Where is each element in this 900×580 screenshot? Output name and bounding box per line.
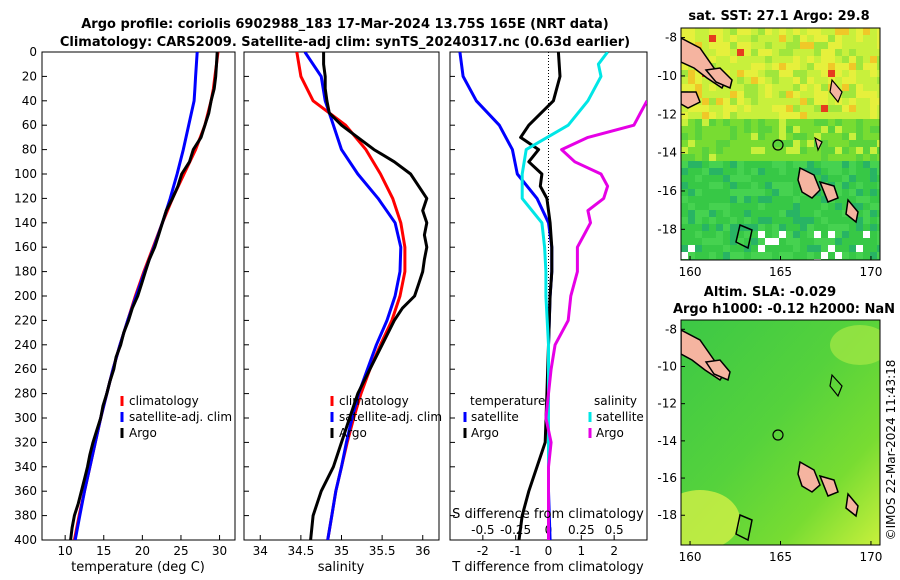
- argo-location-marker: [772, 139, 784, 151]
- y-tick-label: 20: [22, 69, 37, 83]
- x-tick-label: 34.5: [288, 544, 315, 558]
- map-x-tick-label: 160: [679, 550, 702, 564]
- series-climatology: [72, 52, 220, 540]
- temperature-legend: climatology satellite-adj. clim Argo: [120, 394, 232, 440]
- argo-location-marker: [772, 429, 784, 441]
- map-y-tick-label: -12: [657, 397, 677, 411]
- map-x-tick-label: 160: [679, 265, 702, 279]
- y-tick-label: 0: [29, 45, 37, 59]
- legend-argo: Argo: [339, 426, 367, 440]
- x-tick-label: 35: [334, 544, 349, 558]
- credit-text: ©IMOS 22-Mar-2024 11:43:18: [884, 360, 898, 541]
- legend-s-satellite: satellite: [596, 410, 644, 424]
- coastline: [681, 37, 859, 250]
- series-climatology: [295, 52, 407, 540]
- difference-legend: temperature satellite Argo salinity sate…: [463, 394, 644, 440]
- x-tick-label: 25: [173, 544, 188, 558]
- s-tick-label: -0.25: [500, 523, 531, 537]
- legend-argo: Argo: [129, 426, 157, 440]
- sst-map-title: sat. SST: 27.1 Argo: 29.8: [688, 9, 869, 24]
- y-tick-label: 60: [22, 118, 37, 132]
- y-tick-label: 140: [14, 216, 37, 230]
- series-satellite-adj-clim: [303, 52, 403, 540]
- difference-xlabel: T difference from climatology: [451, 560, 644, 575]
- s-tick-label: -0.5: [471, 523, 494, 537]
- coastline: [681, 329, 859, 542]
- x-tick-label: 30: [212, 544, 227, 558]
- series-argo: [69, 52, 219, 540]
- y-tick-label: 300: [14, 411, 37, 425]
- legend-s-argo: Argo: [596, 426, 624, 440]
- y-tick-label: 400: [14, 533, 37, 547]
- x-tick-label: 35.5: [369, 544, 396, 558]
- x-tick-label: 15: [96, 544, 111, 558]
- x-tick-label: -2: [477, 544, 489, 558]
- map-y-tick-label: -8: [665, 31, 677, 45]
- s-tick-label: 0.5: [605, 523, 624, 537]
- y-tick-label: 240: [14, 338, 37, 352]
- legend-satellite: satellite-adj. clim: [339, 410, 442, 424]
- x-tick-label: 0: [545, 544, 553, 558]
- x-tick-label: 1: [578, 544, 586, 558]
- y-tick-label: 360: [14, 484, 37, 498]
- y-tick-label: 260: [14, 362, 37, 376]
- x-tick-label: 10: [58, 544, 73, 558]
- s-tick-label: 0.25: [568, 523, 595, 537]
- x-tick-label: -1: [510, 544, 522, 558]
- y-tick-label: 340: [14, 460, 37, 474]
- y-tick-label: 100: [14, 167, 37, 181]
- legend-satellite: satellite-adj. clim: [129, 410, 232, 424]
- legend-t-satellite: satellite: [471, 410, 519, 424]
- s-difference-label: S difference from climatology: [452, 507, 644, 522]
- map-y-tick-label: -12: [657, 107, 677, 121]
- sst-map: [681, 28, 880, 260]
- x-tick-label: 20: [135, 544, 150, 558]
- y-tick-label: 80: [22, 143, 37, 157]
- map-x-tick-label: 170: [860, 550, 883, 564]
- series-temperature-argo: [517, 52, 562, 540]
- map-y-tick-label: -16: [657, 471, 677, 485]
- series-salinity-argo: [544, 100, 647, 540]
- map-y-tick-label: -18: [657, 222, 677, 236]
- y-tick-label: 220: [14, 313, 37, 327]
- title-line-1: Argo profile: coriolis 6902988_183 17-Ma…: [81, 17, 609, 32]
- map-y-tick-label: -10: [657, 359, 677, 373]
- x-tick-label: 34: [253, 544, 268, 558]
- sla-map-title-1: Altim. SLA: -0.029: [704, 285, 836, 300]
- map-y-tick-label: -14: [657, 146, 677, 160]
- map-y-tick-label: -14: [657, 434, 677, 448]
- map-y-tick-label: -16: [657, 184, 677, 198]
- map-x-tick-label: 165: [769, 550, 792, 564]
- y-tick-label: 280: [14, 387, 37, 401]
- legend-climatology: climatology: [129, 394, 199, 408]
- sla-map: [681, 320, 880, 545]
- x-tick-label: 2: [610, 544, 618, 558]
- legend-t-argo: Argo: [471, 426, 499, 440]
- title-line-2: Climatology: CARS2009. Satellite-adj cli…: [60, 35, 630, 50]
- map-y-tick-label: -18: [657, 508, 677, 522]
- series-argo: [309, 52, 429, 540]
- map-y-tick-label: -10: [657, 69, 677, 83]
- salinity-legend: climatology satellite-adj. clim Argo: [330, 394, 442, 440]
- legend-climatology: climatology: [339, 394, 409, 408]
- y-tick-label: 120: [14, 191, 37, 205]
- y-tick-label: 200: [14, 289, 37, 303]
- series-salinity-satellite: [520, 52, 609, 540]
- legend-salinity-title: salinity: [594, 394, 637, 408]
- sla-map-title-2: Argo h1000: -0.12 h2000: NaN: [673, 302, 895, 317]
- map-x-tick-label: 165: [769, 265, 792, 279]
- y-tick-label: 180: [14, 265, 37, 279]
- y-tick-label: 40: [22, 94, 37, 108]
- y-tick-label: 320: [14, 435, 37, 449]
- temperature-xlabel: temperature (deg C): [71, 560, 205, 575]
- salinity-xlabel: salinity: [318, 560, 365, 575]
- legend-temperature-title: temperature: [470, 394, 545, 408]
- y-tick-label: 160: [14, 240, 37, 254]
- map-x-tick-label: 170: [860, 265, 883, 279]
- x-tick-label: 36: [415, 544, 430, 558]
- map-y-tick-label: -8: [665, 322, 677, 336]
- y-tick-label: 380: [14, 509, 37, 523]
